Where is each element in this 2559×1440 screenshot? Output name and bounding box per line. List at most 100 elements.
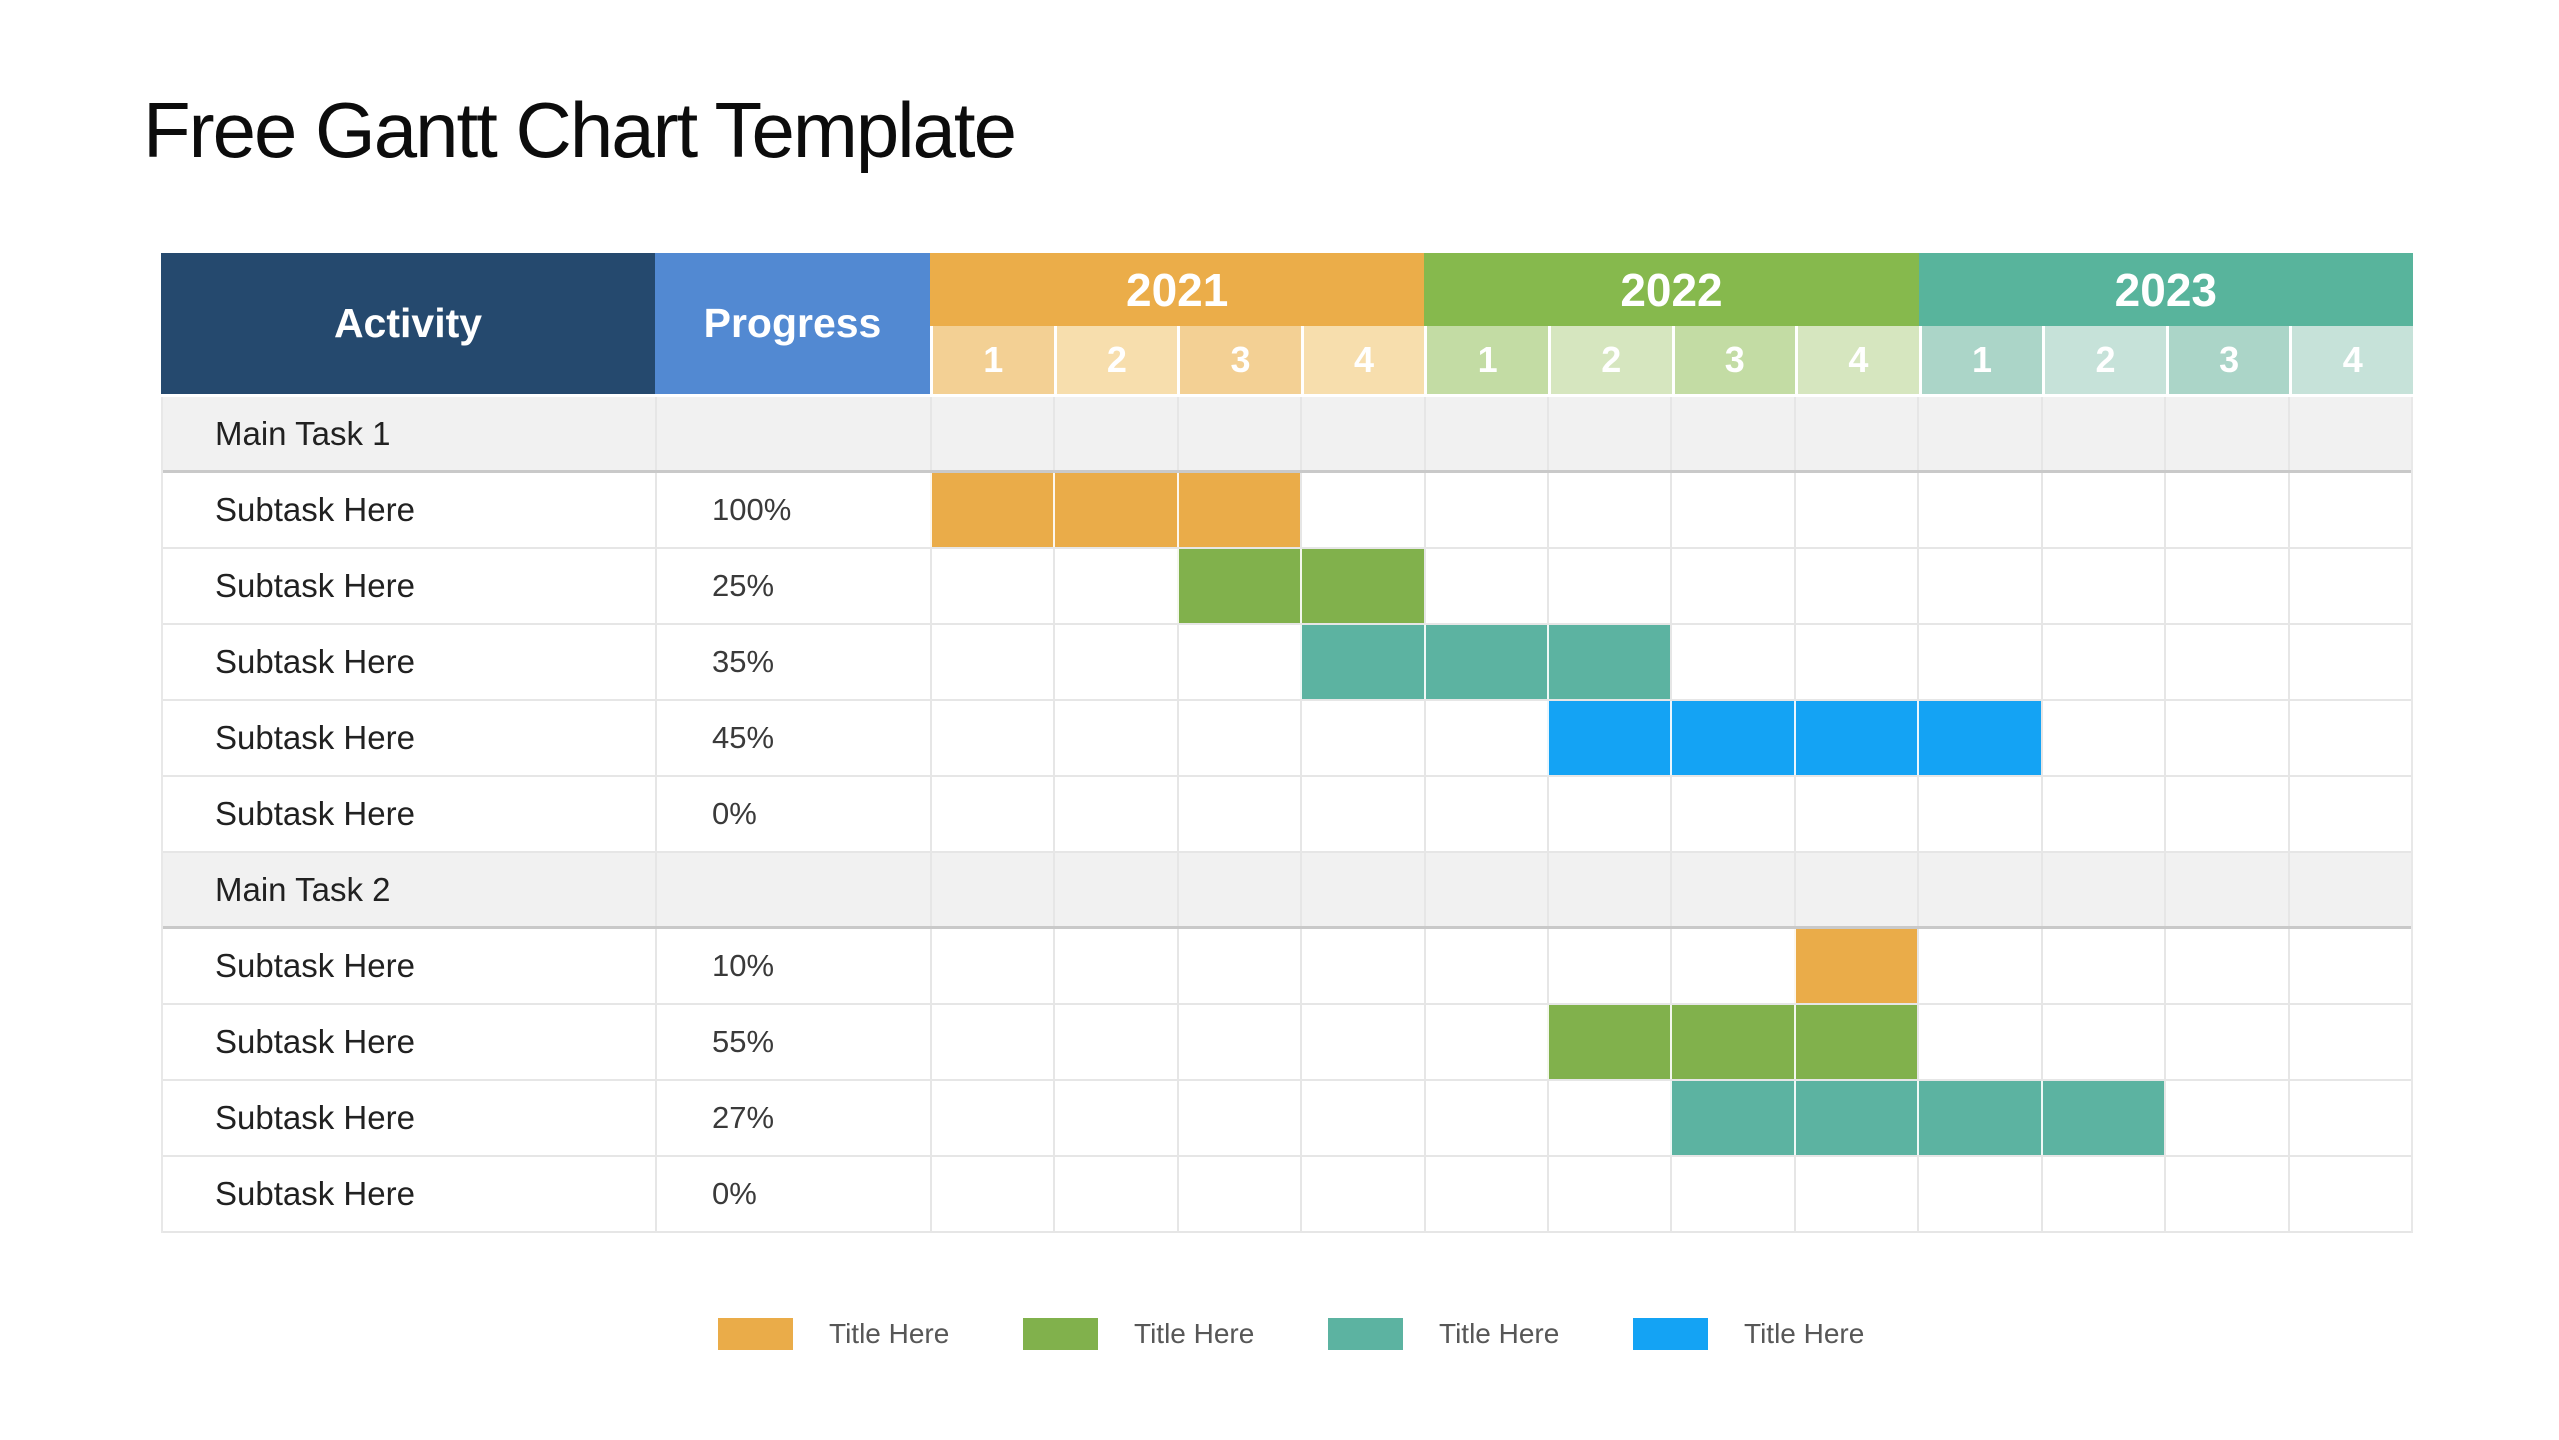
timeline-cell [1917, 1157, 2040, 1231]
timeline-cell [930, 397, 1053, 470]
gantt-bar-cell [1793, 1005, 1918, 1079]
gantt-bar-cell [1793, 1081, 1918, 1155]
gantt-header: Activity Progress 2021 1 2 3 4 2022 1 2 3 4 2023 1 2… [161, 253, 2413, 394]
quarter-header: 4 [1795, 326, 1919, 394]
gantt-bar-cell [1793, 929, 1918, 1003]
task-row: Subtask Here 0% [163, 777, 2411, 853]
timeline-cell [2287, 1081, 2411, 1155]
subtask-label: Subtask Here [215, 491, 415, 528]
timeline-cell [930, 1157, 1053, 1231]
timeline-cell [1176, 929, 1300, 1003]
timeline-cell [1917, 929, 2040, 1003]
quarter-header: 1 [930, 326, 1054, 394]
legend-item: Title Here [1633, 1318, 1938, 1350]
timeline-cell [1423, 549, 1547, 623]
timeline-cell [2040, 549, 2164, 623]
timeline-cell [1053, 397, 1176, 470]
task-row: Subtask Here 100% [163, 473, 2411, 549]
timeline-cell [1176, 1005, 1300, 1079]
timeline-cell [2164, 701, 2287, 775]
timeline-cell [1300, 777, 1423, 851]
timeline-cell [1300, 1005, 1423, 1079]
timeline-cell [930, 1081, 1053, 1155]
timeline-cell [1547, 1081, 1670, 1155]
progress-value: 27% [655, 1081, 930, 1155]
timeline-cell [1176, 397, 1300, 470]
gantt-bar-cell [930, 473, 1054, 547]
timeline-cell [1300, 853, 1423, 926]
quarter-header: 2 [2042, 326, 2166, 394]
timeline-cell [2287, 549, 2411, 623]
subtask-label: Subtask Here [215, 1099, 415, 1136]
legend-color-swatch [1633, 1318, 1708, 1350]
legend-label: Title Here [1744, 1318, 1865, 1349]
timeline-cell [1423, 1081, 1547, 1155]
quarter-header: 2 [1547, 326, 1672, 394]
timeline-cell [1917, 777, 2040, 851]
timeline-cell [1793, 473, 1917, 547]
progress-value: 35% [655, 625, 930, 699]
timeline-cell [930, 625, 1053, 699]
gantt-bar-cell [1176, 549, 1301, 623]
timeline-cell [2164, 473, 2287, 547]
subtask-label: Subtask Here [215, 1023, 415, 1060]
gantt-bar-cell [1670, 1005, 1794, 1079]
timeline-cell [2164, 853, 2287, 926]
timeline-cell [1793, 549, 1917, 623]
quarter-header: 4 [2289, 326, 2413, 394]
timeline-cell [1793, 1157, 1917, 1231]
timeline-cell [2164, 625, 2287, 699]
task-row: Subtask Here 35% [163, 625, 2411, 701]
timeline-cell [2164, 929, 2287, 1003]
timeline-cell [1423, 1005, 1547, 1079]
timeline-cell [2164, 777, 2287, 851]
gantt-body: Main Task 1 Subtask Here 100% Subtask Here 2… [161, 397, 2413, 1233]
timeline-cell [1053, 853, 1176, 926]
timeline-cell [2040, 701, 2164, 775]
year-header-2023: 2023 [1918, 253, 2413, 326]
legend-color-swatch [1023, 1318, 1098, 1350]
timeline-cell [930, 701, 1053, 775]
subtask-label: Subtask Here [215, 719, 415, 756]
timeline-cell [1423, 397, 1547, 470]
progress-value: 45% [655, 701, 930, 775]
legend-item: Title Here [1023, 1318, 1328, 1350]
timeline-cell [2164, 549, 2287, 623]
gantt-bar-cell [1547, 1005, 1671, 1079]
timeline-cell [1917, 853, 2040, 926]
timeline-cell [2287, 473, 2411, 547]
timeline-cell [1917, 1005, 2040, 1079]
progress-value: 0% [655, 1157, 930, 1231]
quarter-header: 3 [2165, 326, 2290, 394]
legend-color-swatch [1328, 1318, 1403, 1350]
timeline-cell [1423, 777, 1547, 851]
timeline-cell [2287, 701, 2411, 775]
timeline-cell [2164, 1081, 2287, 1155]
gantt-bar-cell [1670, 1081, 1794, 1155]
timeline-cell [1053, 1081, 1176, 1155]
gantt-bar-cell [1053, 473, 1177, 547]
legend-label: Title Here [1439, 1318, 1560, 1349]
activity-column-header: Activity [161, 253, 655, 394]
progress-value: 10% [655, 929, 930, 1003]
timeline-cell [1917, 397, 2040, 470]
progress-value: 100% [655, 473, 930, 547]
timeline-cell [1300, 397, 1423, 470]
timeline-cell [2040, 473, 2164, 547]
timeline-cell [2287, 1157, 2411, 1231]
timeline-cell [930, 777, 1053, 851]
quarter-header: 3 [1177, 326, 1301, 394]
timeline-cell [2287, 1005, 2411, 1079]
timeline-cell [1670, 473, 1793, 547]
timeline-cell [930, 1005, 1053, 1079]
timeline-cell [1547, 473, 1670, 547]
timeline-cell [1176, 853, 1300, 926]
gantt-bar-cell [1176, 473, 1301, 547]
gantt-chart-table: Activity Progress 2021 1 2 3 4 2022 1 2 3 4 2023 1 2… [161, 253, 2413, 1233]
timeline-cell [2164, 1005, 2287, 1079]
timeline-cell [930, 929, 1053, 1003]
timeline-cell [1300, 1081, 1423, 1155]
year-header-2021: 2021 [930, 253, 1425, 326]
timeline-cell [2040, 1157, 2164, 1231]
quarter-header: 2 [1053, 326, 1178, 394]
